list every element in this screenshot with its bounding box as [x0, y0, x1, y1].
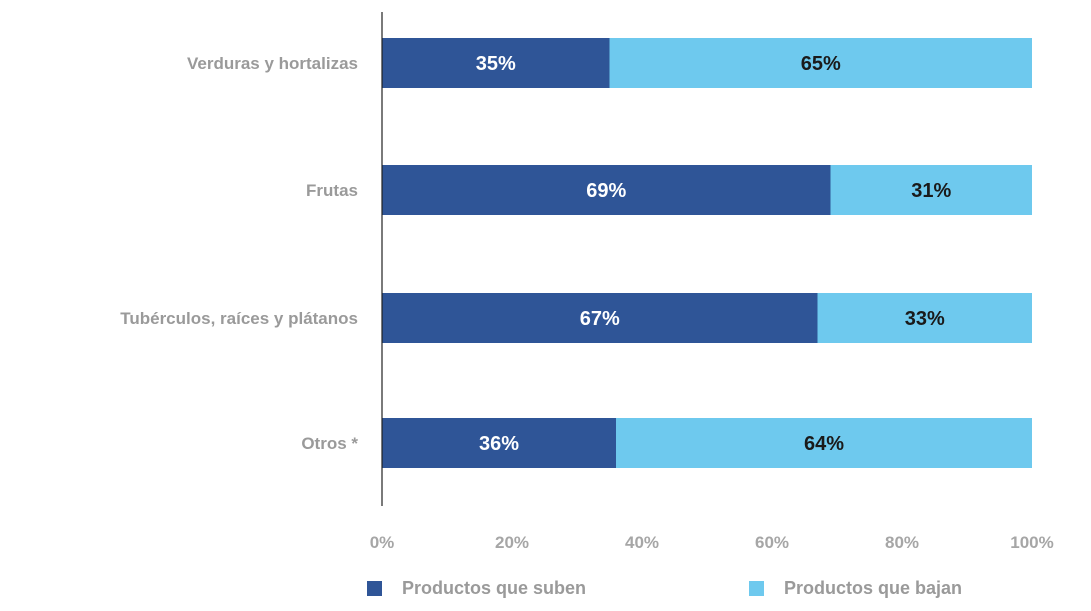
- x-tick-label-40pct: 40%: [625, 533, 659, 552]
- data-label-frutas-bajan: 31%: [911, 180, 951, 202]
- category-label-tuberculos-raices-y-platanos: Tubérculos, raíces y plátanos: [120, 309, 358, 328]
- data-label-tuberculos-raices-y-platanos-suben: 67%: [580, 308, 620, 330]
- bar-frutas-bajan: [830, 165, 1032, 215]
- legend: Productos que suben Productos que bajan: [0, 578, 1091, 604]
- bar-tuberculos-raices-y-platanos-bajan: [817, 293, 1032, 343]
- x-tick-label-100pct: 100%: [1010, 533, 1053, 552]
- legend-item-bajan: Productos que bajan: [749, 578, 962, 599]
- data-label-tuberculos-raices-y-platanos-bajan: 33%: [905, 308, 945, 330]
- category-label-verduras-y-hortalizas: Verduras y hortalizas: [187, 54, 358, 73]
- data-label-verduras-y-hortalizas-suben: 35%: [476, 53, 516, 75]
- x-tick-label-80pct: 80%: [885, 533, 919, 552]
- x-tick-label-60pct: 60%: [755, 533, 789, 552]
- data-label-otros-suben: 36%: [479, 433, 519, 455]
- legend-label-bajan: Productos que bajan: [784, 578, 963, 598]
- legend-item-suben: Productos que suben: [367, 578, 586, 599]
- bar-frutas-suben: [382, 165, 831, 215]
- legend-swatch-suben: [367, 581, 382, 596]
- bar-otros-bajan: [616, 418, 1032, 468]
- x-tick-label-20pct: 20%: [495, 533, 529, 552]
- legend-label-suben: Productos que suben: [402, 578, 587, 598]
- bar-verduras-y-hortalizas-suben: [382, 38, 610, 88]
- bar-verduras-y-hortalizas-bajan: [609, 38, 1032, 88]
- bar-tuberculos-raices-y-platanos-suben: [382, 293, 818, 343]
- data-label-verduras-y-hortalizas-bajan: 65%: [801, 53, 841, 75]
- category-label-otros: Otros *: [301, 434, 358, 453]
- data-label-frutas-suben: 69%: [586, 180, 626, 202]
- bar-otros-suben: [382, 418, 616, 468]
- data-label-otros-bajan: 64%: [804, 433, 844, 455]
- x-tick-label-0pct: 0%: [370, 533, 395, 552]
- x-tick-labels: 0% 20% 40% 60% 80% 100%: [370, 533, 1054, 552]
- legend-swatch-bajan: [749, 581, 764, 596]
- bars-group: 35% 65% 69% 31% 67% 33% 36% 64%: [382, 38, 1032, 468]
- category-label-frutas: Frutas: [306, 181, 358, 200]
- category-labels: Verduras y hortalizas Frutas Tubérculos, r…: [120, 54, 358, 453]
